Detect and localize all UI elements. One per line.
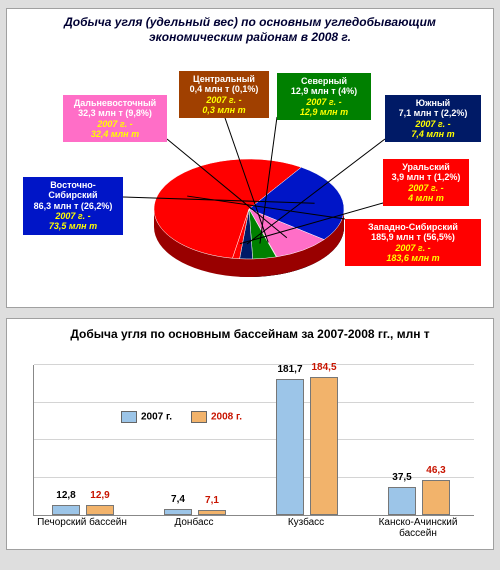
bar-plot-area: 12,812,97,47,1181,7184,537,546,3 — [33, 365, 474, 516]
legend-2007-swatch — [121, 411, 137, 423]
pie-chart-panel: Добыча угля (удельный вес) по основным у… — [6, 8, 494, 308]
pie-label-центральный: Центральный0,4 млн т (0,1%)2007 г. -0,3 … — [179, 71, 269, 118]
bar-3-0 — [388, 487, 416, 515]
pie-label-западно-сибирский: Западно-Сибирский185,9 млн т (56,5%)2007… — [345, 219, 481, 266]
legend-2008-swatch — [191, 411, 207, 423]
xcat-1: Донбасс — [149, 517, 239, 528]
bar-label-1-1: 7,1 — [192, 495, 232, 506]
bar-1-1 — [198, 510, 226, 515]
bar-label-3-1: 46,3 — [416, 465, 456, 476]
pie-label-южный: Южный7,1 млн т (2,2%)2007 г. -7,4 млн т — [385, 95, 481, 142]
bar-1-0 — [164, 509, 192, 515]
bar-0-0 — [52, 505, 80, 515]
bar-2-0 — [276, 379, 304, 515]
bar-chart-panel: Добыча угля по основным бассейнам за 200… — [6, 318, 494, 550]
pie-label-уральский: Уральский3,9 млн т (1,2%)2007 г. -4 млн … — [383, 159, 469, 206]
bar-label-0-1: 12,9 — [80, 490, 120, 501]
pie-label-северный: Северный12,9 млн т (4%)2007 г. -12,9 млн… — [277, 73, 371, 120]
legend-2007: 2007 г. — [121, 411, 172, 423]
xcat-0: Печорский бассейн — [37, 517, 127, 528]
bar-0-1 — [86, 505, 114, 515]
xcat-2: Кузбасс — [261, 517, 351, 528]
legend-2007-label: 2007 г. — [141, 412, 172, 423]
pie-label-дальневосточный: Дальневосточный32,3 млн т (9,8%)2007 г. … — [63, 95, 167, 142]
pie-label-восточно-сибирский: Восточно-Сибирский86,3 млн т (26,2%)2007… — [23, 177, 123, 235]
xcat-3: Канско-Ачинский бассейн — [373, 517, 463, 539]
bar-2-1 — [310, 377, 338, 515]
bar-label-2-1: 184,5 — [304, 362, 344, 373]
legend-2008-label: 2008 г. — [211, 412, 242, 423]
bar-3-1 — [422, 480, 450, 515]
bar-chart-title: Добыча угля по основным бассейнам за 200… — [7, 319, 493, 343]
legend-2008: 2008 г. — [191, 411, 242, 423]
